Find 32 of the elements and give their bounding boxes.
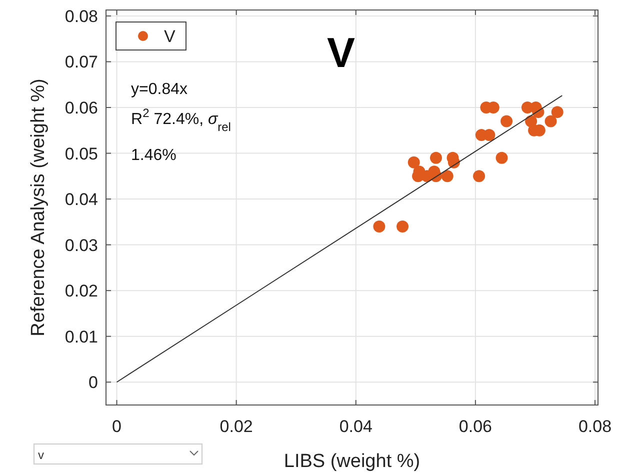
point [544, 115, 557, 128]
y-tick-label: 0.05 [64, 144, 98, 164]
point [373, 220, 386, 232]
y-tick-label: 0.07 [64, 52, 98, 72]
dropdown: v [34, 444, 202, 464]
y-tick-label: 0.08 [64, 6, 98, 26]
x-tick-label: 0.04 [339, 417, 372, 436]
point [496, 152, 508, 164]
y-axis-title: Reference Analysis (weight %) [28, 78, 49, 336]
y-tick-label: 0 [88, 373, 98, 392]
y-tick-label: 0.04 [64, 190, 98, 210]
annotation: R$^{2}$ 72.4%, σ$_{rel}$ [131, 106, 231, 134]
point [441, 170, 454, 182]
y-tick-label: 0.02 [64, 282, 98, 301]
legend-label: V [164, 27, 176, 46]
annotation: 1.46% [131, 147, 176, 164]
point [396, 220, 409, 232]
x-tick-label: 0 [112, 417, 122, 436]
point [500, 115, 513, 128]
point [408, 156, 420, 168]
y-tick-label: 0.03 [64, 236, 98, 255]
y-tick-label: 0.06 [64, 98, 98, 118]
point [430, 152, 442, 164]
text: V [326, 29, 356, 76]
y-tick-label: 0.01 [64, 327, 98, 346]
x-axis-title: LIBS (weight %) [284, 451, 420, 472]
annotation: y=0.84x [131, 81, 188, 98]
point [473, 170, 486, 182]
x-tick-label: 0.02 [220, 417, 253, 436]
x-tick-label: 0.06 [458, 417, 492, 436]
point [551, 106, 564, 118]
x-tick-label: 0.08 [578, 417, 612, 436]
